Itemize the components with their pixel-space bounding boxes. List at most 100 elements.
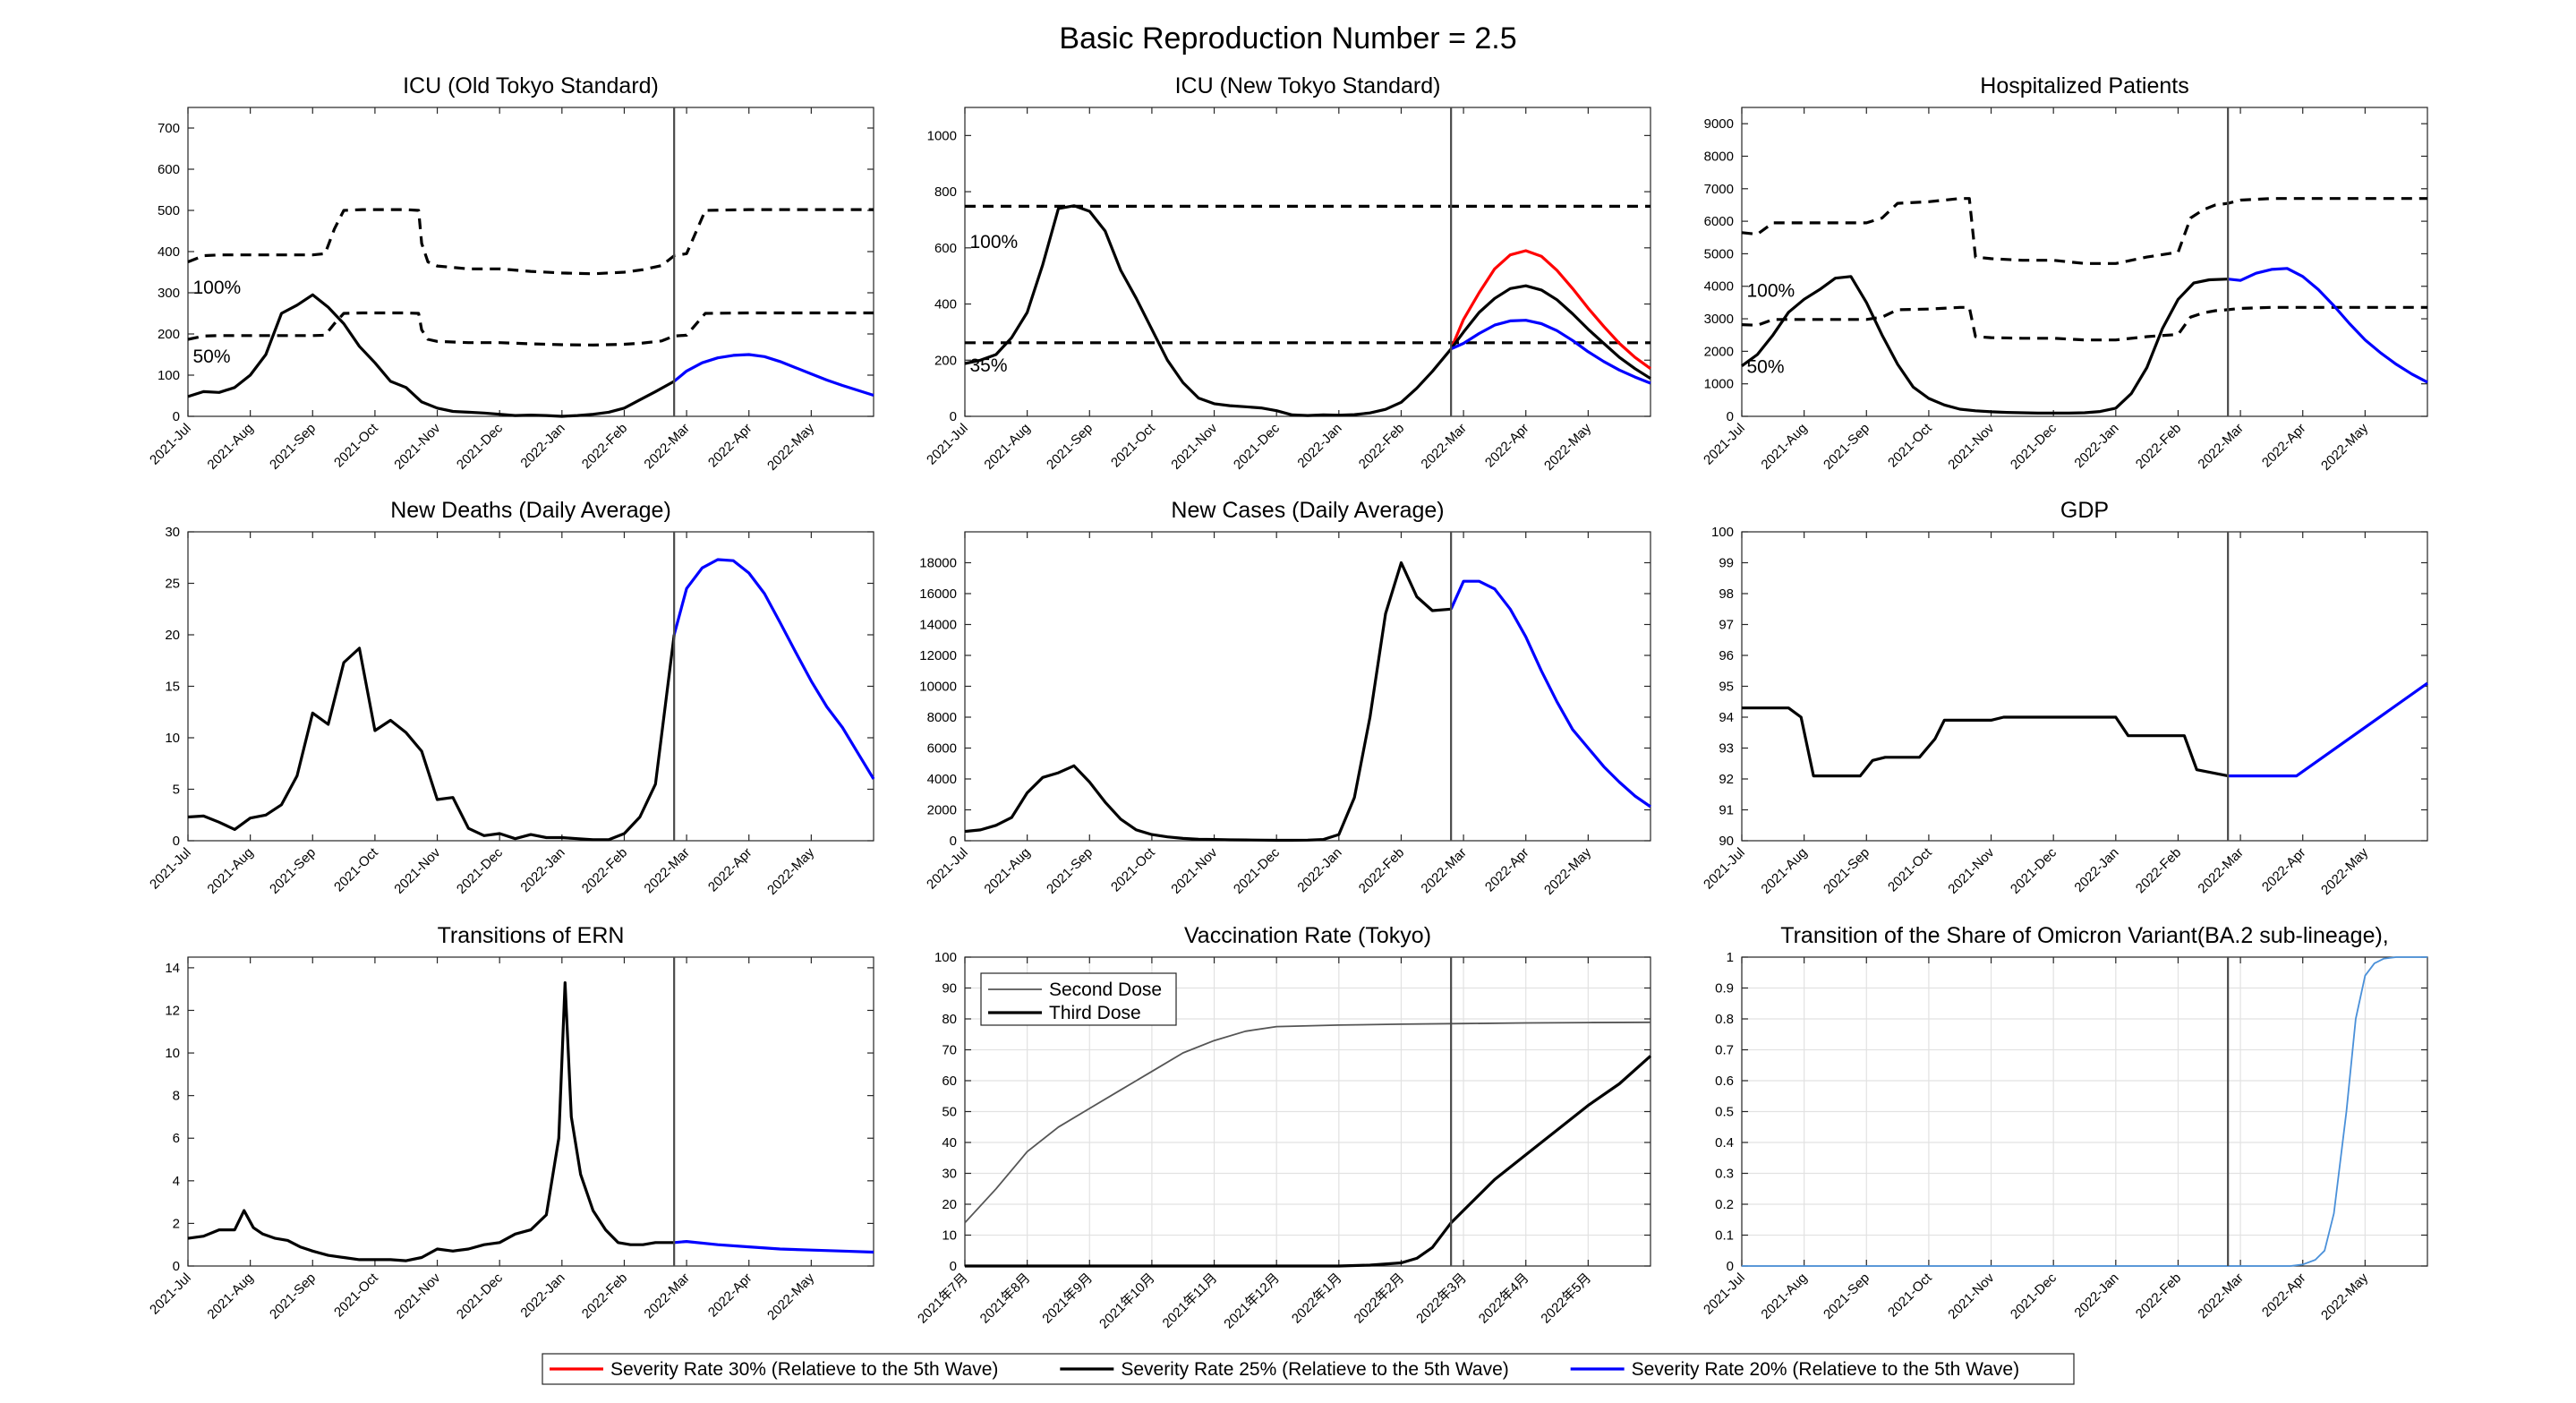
y-tick-label: 40: [942, 1135, 957, 1151]
x-tick-label: 2022-May: [764, 420, 818, 474]
x-tick-label: 2022年1月: [1289, 1270, 1345, 1327]
x-tick-label: 2021-Jul: [1701, 845, 1748, 893]
y-tick-label: 93: [1719, 741, 1734, 757]
x-tick-label: 2021-Oct: [331, 1270, 381, 1320]
x-tick-label: 2021-Aug: [1758, 845, 1810, 897]
series-line-2: [674, 1239, 874, 1254]
threshold-annotation: 35%: [969, 355, 1007, 376]
y-tick-label: 5: [173, 783, 180, 798]
axes-box: [1741, 531, 2428, 842]
x-tick-label: 2021-Aug: [1758, 1270, 1810, 1322]
y-tick-label: 0.9: [1715, 981, 1734, 997]
series-line-2: [1741, 305, 2427, 342]
x-tick-label: 2021-Sep: [267, 845, 319, 897]
y-tick-label: 18000: [919, 556, 957, 571]
x-tick-label: 2022-Mar: [2196, 421, 2247, 472]
x-tick-label: 2022-May: [2318, 420, 2372, 474]
x-tick-label: 2022-Feb: [1356, 421, 1407, 472]
y-tick-label: 400: [934, 297, 957, 312]
x-tick-label: 2021-Dec: [2008, 844, 2060, 896]
threshold-annotation: 100%: [192, 278, 241, 298]
x-tick-label: 2021年9月: [1039, 1270, 1096, 1327]
threshold-annotation: 50%: [192, 346, 230, 367]
x-tick-label: 2022-May: [2318, 844, 2372, 898]
x-tick-label: 2022-Feb: [2133, 845, 2184, 896]
chart-panel-6: GDP 90 91 92 93 94 95 96 97 98 99 100 2021-Jul 2021-A…: [1701, 498, 2428, 898]
x-tick-label: 2021-Aug: [981, 845, 1033, 897]
x-tick-label: 2021-Dec: [1231, 420, 1283, 472]
x-tick-label: 2021-Dec: [2008, 1270, 2060, 1322]
y-tick-label: 25: [165, 577, 180, 592]
y-tick-label: 400: [158, 244, 180, 260]
x-tick-label: 2022-Mar: [2196, 1270, 2247, 1322]
y-tick-label: 200: [934, 353, 957, 368]
y-tick-label: 0: [1727, 1259, 1734, 1274]
y-tick-label: 600: [158, 162, 180, 177]
series-line-3: [964, 204, 1453, 417]
x-tick-label: 2022-Apr: [2259, 1270, 2309, 1321]
legend-label: Severity Rate 25% (Relatieve to the 5th …: [1121, 1359, 1508, 1380]
y-tick-label: 99: [1719, 556, 1734, 571]
series-line-3: [1741, 275, 2229, 415]
x-tick-label: 2022-Mar: [1419, 421, 1470, 472]
y-tick-label: 0: [950, 409, 957, 424]
y-tick-label: 1: [1727, 950, 1734, 965]
x-tick-label: 2021-Aug: [204, 1270, 256, 1322]
series-line-2: [1449, 579, 1651, 808]
chart-legend: Second Dose Third Dose: [980, 972, 1177, 1026]
axes-box: [187, 531, 874, 842]
x-tick-label: 2021-Dec: [454, 844, 506, 896]
y-tick-label: 12: [165, 1003, 180, 1018]
legend-box: [980, 972, 1177, 1026]
x-tick-label: 2022-Mar: [642, 1270, 693, 1322]
y-tick-label: 50: [942, 1105, 957, 1120]
series-line-2: [2228, 681, 2428, 778]
chart-panel-9: Transition of the Share of Omicron Varia…: [1701, 923, 2428, 1323]
y-tick-label: 9000: [1704, 116, 1734, 132]
y-tick-label: 5000: [1704, 246, 1734, 261]
series-line-5: [1449, 284, 1651, 381]
series-line-1: [1742, 706, 2229, 778]
x-tick-label: 2021-Nov: [391, 420, 443, 472]
x-tick-label: 2022-Mar: [642, 421, 693, 472]
x-tick-label: 2021-Nov: [1168, 844, 1220, 896]
series-line-6: [1450, 319, 1651, 385]
chart-title: New Cases (Daily Average): [1171, 498, 1444, 523]
y-tick-label: 20: [165, 628, 180, 643]
y-tick-label: 94: [1719, 710, 1734, 725]
chart-title: GDP: [2060, 498, 2109, 523]
chart-panel-3: Hospitalized Patients 0 1000 2000 3000 4000 50…: [1701, 73, 2428, 474]
y-tick-label: 20: [942, 1197, 957, 1212]
x-tick-label: 2021-Sep: [1821, 421, 1872, 473]
y-tick-label: 70: [942, 1043, 957, 1058]
y-tick-label: 12000: [919, 648, 957, 663]
x-tick-label: 2022-Apr: [2259, 421, 2309, 471]
y-tick-label: 100: [1711, 525, 1734, 540]
y-tick-label: 6: [173, 1131, 180, 1146]
y-tick-label: 800: [934, 184, 957, 200]
x-tick-label: 2021-Sep: [1044, 845, 1096, 897]
x-tick-label: 2021-Sep: [267, 421, 319, 473]
y-tick-label: 200: [158, 327, 180, 342]
x-tick-label: 2022-Feb: [579, 845, 630, 896]
x-tick-label: 2021-Jul: [1701, 1270, 1748, 1318]
y-tick-label: 0: [1727, 409, 1734, 424]
series-line-1: [187, 634, 676, 842]
y-tick-label: 80: [942, 1012, 957, 1027]
y-tick-label: 100: [934, 950, 957, 965]
y-tick-label: 4000: [1704, 279, 1734, 295]
y-tick-label: 700: [158, 121, 180, 136]
x-tick-label: 2022-Feb: [579, 421, 630, 472]
chart-title: ICU (Old Tokyo Standard): [403, 73, 659, 98]
x-tick-label: 2022-Jan: [517, 1270, 567, 1321]
x-tick-label: 2022-Jan: [1294, 421, 1344, 471]
x-tick-label: 2021-Aug: [1758, 421, 1810, 473]
x-tick-label: 2022-Mar: [1419, 845, 1470, 896]
x-tick-label: 2021-Sep: [1044, 421, 1096, 473]
x-tick-label: 2022-Feb: [2133, 421, 2184, 472]
y-tick-label: 6000: [927, 741, 957, 757]
x-tick-label: 2021-Oct: [331, 844, 381, 894]
series-line-1: [1742, 956, 2427, 1267]
